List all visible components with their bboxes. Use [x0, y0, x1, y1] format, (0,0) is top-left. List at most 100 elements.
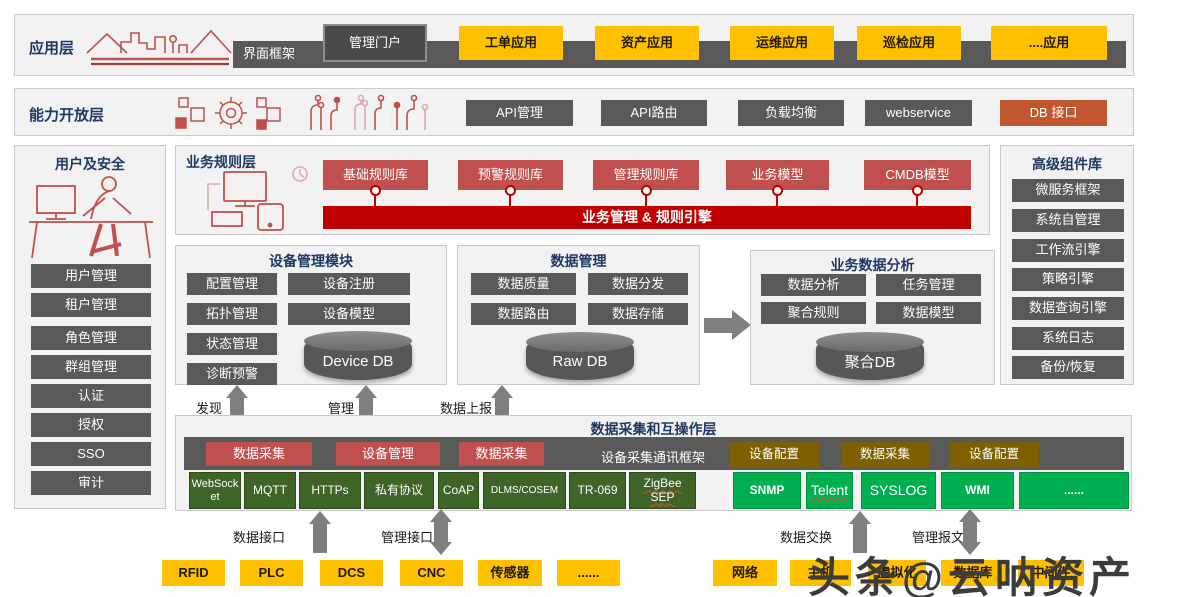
device-item: 诊断预警	[187, 363, 277, 385]
analysis-item: 数据模型	[876, 302, 981, 324]
capability-box: API管理	[466, 100, 573, 126]
collection-tag: 数据采集	[206, 442, 312, 466]
protocol-box: Telent	[806, 472, 853, 509]
collection-tag: 数据采集	[459, 442, 544, 466]
infra-box: 虚拟化	[868, 560, 926, 586]
capability-box: API路由	[601, 100, 707, 126]
security-item: SSO	[31, 442, 151, 466]
mgmt-message-label: 管理报文	[912, 530, 965, 545]
device-item: 设备模型	[288, 303, 410, 325]
capability-layer-panel: 能力开放层	[14, 88, 1134, 136]
discover-label: 发现	[196, 401, 223, 416]
protocol-box: ZigBee SEP	[629, 472, 696, 509]
management-portal-box: 管理门户	[323, 24, 427, 62]
infra-box: 中间件	[1018, 560, 1084, 586]
component-item: 系统日志	[1012, 327, 1124, 350]
app-box: 运维应用	[730, 26, 834, 60]
security-item: 租户管理	[31, 293, 151, 317]
analysis-item: 数据分析	[761, 274, 866, 296]
collection-tag: 数据采集	[841, 442, 929, 468]
raw-db-cylinder: Raw DB	[526, 332, 634, 380]
protocol-box: 私有协议	[364, 472, 434, 509]
collection-tag: 设备配置	[729, 442, 819, 468]
component-item: 备份/恢复	[1012, 356, 1124, 379]
interface-framework-label: 界面框架	[243, 46, 296, 62]
app-box: 巡检应用	[857, 26, 961, 60]
analysis-item: 任务管理	[876, 274, 981, 296]
city-skyline-icon	[86, 29, 232, 66]
user-security-title: 用户及安全	[55, 156, 125, 172]
agg-db-cylinder: 聚合DB	[816, 332, 924, 380]
edge-device-box: RFID	[162, 560, 225, 586]
protocol-box: HTTPs	[299, 472, 361, 509]
analysis-module-title: 业务数据分析	[830, 257, 915, 273]
advanced-components-panel: 高级组件库 微服务框架 系统自管理 工作流引擎 策略引擎 数据查询引擎 系统日志…	[1000, 145, 1134, 385]
collection-tag: 设备管理	[336, 442, 440, 466]
edge-device-box: 传感器	[478, 560, 542, 586]
protocol-box: SNMP	[733, 472, 801, 509]
analysis-module-panel: 业务数据分析 数据分析 任务管理 聚合规则 数据模型 聚合DB	[750, 250, 995, 385]
db-interface-box: DB 接口	[1000, 100, 1107, 126]
data-item: 数据分发	[588, 273, 688, 295]
device-item: 状态管理	[187, 333, 277, 355]
rule-library-box: 基础规则库	[323, 160, 428, 190]
device-module-panel: 设备管理模块 配置管理 拓扑管理 状态管理 诊断预警 设备注册 设备模型 Dev…	[175, 245, 447, 385]
data-module-panel: 数据管理 数据质量 数据分发 数据路由 数据存储 Raw DB	[457, 245, 700, 385]
collection-tag: 设备配置	[949, 442, 1039, 468]
connector-dot	[505, 185, 516, 206]
edge-device-box: CNC	[400, 560, 463, 586]
comm-framework-label: 设备采集通讯框架	[601, 450, 706, 465]
component-item: 数据查询引擎	[1012, 297, 1124, 320]
device-item: 设备注册	[288, 273, 410, 295]
protocol-box: CoAP	[438, 472, 479, 509]
user-security-panel: 用户及安全 用户管理 租户管理 角色管理 群组管理 认证 授权 SSO	[14, 145, 166, 509]
rules-engine-bar: 业务管理 & 规则引擎	[323, 206, 971, 229]
collection-layer-title: 数据采集和互操作层	[590, 421, 717, 437]
data-item: 数据质量	[471, 273, 576, 295]
advanced-components-title: 高级组件库	[1032, 156, 1102, 172]
analysis-item: 聚合规则	[761, 302, 866, 324]
component-item: 微服务框架	[1012, 179, 1124, 202]
data-exchange-label: 数据交换	[780, 530, 833, 545]
security-item: 用户管理	[31, 264, 151, 288]
application-layer-title: 应用层	[29, 40, 75, 57]
data-item: 数据路由	[471, 303, 576, 325]
connector-dot	[641, 185, 652, 206]
component-item: 系统自管理	[1012, 209, 1124, 232]
connector-dot	[912, 185, 923, 206]
user-at-desk-icon	[29, 176, 153, 259]
mgmt-interface-label: 管理接口	[381, 530, 434, 545]
protocol-box: DLMS/COSEM	[483, 472, 566, 509]
app-box: ....应用	[991, 26, 1107, 60]
protocol-box: WebSocket	[189, 472, 241, 509]
device-db-cylinder: Device DB	[304, 331, 412, 380]
collection-layer-panel: 数据采集和互操作层 设备采集通讯框架 数据采集 设备管理 数据采集 设备配置 数…	[175, 415, 1132, 511]
device-item: 拓扑管理	[187, 303, 277, 325]
devices-icon	[207, 166, 308, 231]
rule-library-box: 业务模型	[726, 160, 829, 190]
component-item: 工作流引擎	[1012, 239, 1124, 262]
infra-box: 网络	[713, 560, 777, 586]
capability-box: webservice	[865, 100, 972, 126]
app-box: 资产应用	[595, 26, 699, 60]
report-label: 数据上报	[440, 401, 493, 416]
connector-dot	[772, 185, 783, 206]
edge-device-box: DCS	[320, 560, 383, 586]
rules-layer-title: 业务规则层	[186, 154, 256, 170]
edge-device-box: ......	[557, 560, 620, 586]
component-item: 策略引擎	[1012, 268, 1124, 291]
data-item: 数据存储	[588, 303, 688, 325]
device-item: 配置管理	[187, 273, 277, 295]
capability-box: 负载均衡	[738, 100, 844, 126]
data-module-title: 数据管理	[550, 253, 607, 269]
protocol-box: MQTT	[244, 472, 296, 509]
security-item: 角色管理	[31, 326, 151, 350]
device-module-title: 设备管理模块	[269, 253, 353, 269]
watermark: 头条@云呐资产	[808, 554, 1136, 597]
app-box: 工单应用	[459, 26, 563, 60]
protocol-box: ......	[1019, 472, 1129, 509]
infra-box: 主机	[790, 560, 851, 586]
gear-circuit-icon	[175, 94, 429, 130]
rules-layer-panel: 业务规则层 基础规则库 预警规则库 管理规则库 业务模型 CMDB模型 业务管理…	[175, 145, 990, 235]
